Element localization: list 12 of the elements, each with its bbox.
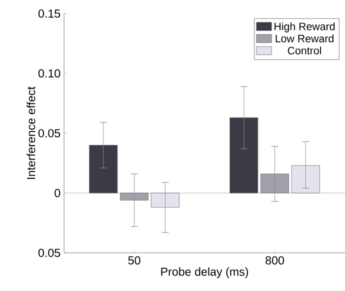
y-tick-label: 0: [54, 189, 60, 198]
x-tick-label: 800: [266, 256, 284, 265]
y-tick-label: 0.15: [38, 10, 60, 18]
y-tick-label: 0.10: [38, 69, 60, 78]
y-axis-title: Interference effect: [26, 86, 36, 180]
x-axis-title: Probe delay (ms): [161, 267, 248, 278]
legend-label: High Reward: [274, 22, 335, 33]
x-tick-label: 50: [128, 256, 140, 265]
legend-label: Low Reward: [276, 34, 334, 42]
y-tick-label: 0.05: [38, 129, 60, 138]
y-tick-label: 0.05: [38, 248, 60, 258]
legend-label: Control: [288, 46, 321, 55]
